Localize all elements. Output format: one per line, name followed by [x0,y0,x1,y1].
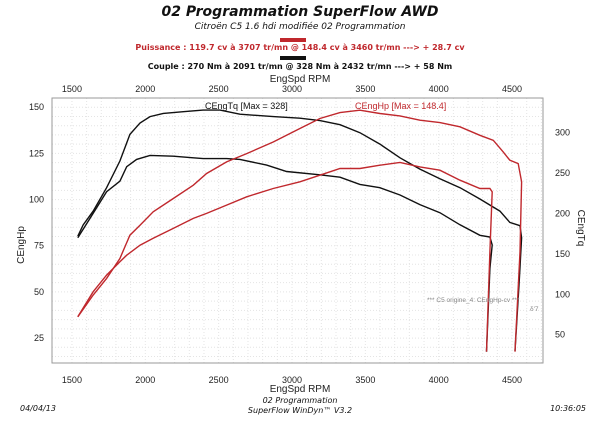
torque-legend-swatch [280,56,306,60]
y-tick-label-left: 75 [34,241,44,251]
x-tick-label-top: 1500 [62,84,82,94]
y-axis-label-left: CEngHp [16,226,27,264]
run-legend-note-2: δ'7 [530,306,539,313]
power-curve-2 [77,109,523,352]
plot-frame [51,97,544,364]
power-legend-swatch [280,38,306,42]
y-tick-label-left: 150 [29,102,44,112]
run-legend-note: *** C5 origine_4: CEngHp-cv *** [427,297,520,304]
chart-title: 02 Programmation SuperFlow AWD [161,4,439,20]
x-tick-label-bottom: 4500 [502,375,522,385]
power-max-annotation: CEngHp [Max = 148.4] [355,101,446,111]
y-tick-label-left: 125 [29,148,44,158]
x-axis-label-bottom: EngSpd RPM [270,384,331,395]
x-tick-label-bottom: 2000 [135,375,155,385]
x-tick-label-top: 4000 [429,84,449,94]
y-tick-label-right: 250 [555,168,570,178]
power-curve-3 [77,161,493,352]
x-tick-label-bottom: 3000 [282,375,302,385]
footer-software: SuperFlow WinDyn™ V3.2 [247,406,353,415]
power-summary: Puissance : 119.7 cv à 3707 tr/mn @ 148.… [135,43,465,52]
torque-curve-0 [77,109,523,351]
x-tick-label-bottom: 3500 [355,375,375,385]
y-axis-label-right: CEngTq [575,210,586,247]
torque-max-annotation: CEngTq [Max = 328] [205,101,288,111]
torque-curve-1 [77,154,493,352]
y-tick-label-right: 150 [555,249,570,259]
footer-company: 02 Programmation [262,396,338,405]
y-tick-label-left: 50 [34,287,44,297]
x-tick-label-top: 4500 [502,84,522,94]
footer-time: 10:36:05 [550,404,586,413]
y-tick-label-right: 200 [555,209,570,219]
x-tick-label-top: 2000 [135,84,155,94]
x-tick-label-top: 3500 [355,84,375,94]
x-axis-label-top: EngSpd RPM [270,74,331,85]
footer-date: 04/04/13 [20,404,56,413]
y-tick-label-left: 25 [34,333,44,343]
y-tick-label-right: 50 [555,330,565,340]
chart-subtitle: Citroën C5 1.6 hdi modifiée 02 Programma… [194,22,406,32]
x-tick-label-bottom: 2500 [209,375,229,385]
x-tick-label-top: 2500 [209,84,229,94]
torque-summary: Couple : 270 Nm à 2091 tr/mn @ 328 Nm à … [147,62,453,71]
y-tick-label-right: 100 [555,289,570,299]
x-tick-label-bottom: 1500 [62,375,82,385]
x-tick-label-bottom: 4000 [429,375,449,385]
x-tick-label-top: 3000 [282,84,302,94]
y-tick-label-left: 100 [29,195,44,205]
y-tick-label-right: 300 [555,128,570,138]
